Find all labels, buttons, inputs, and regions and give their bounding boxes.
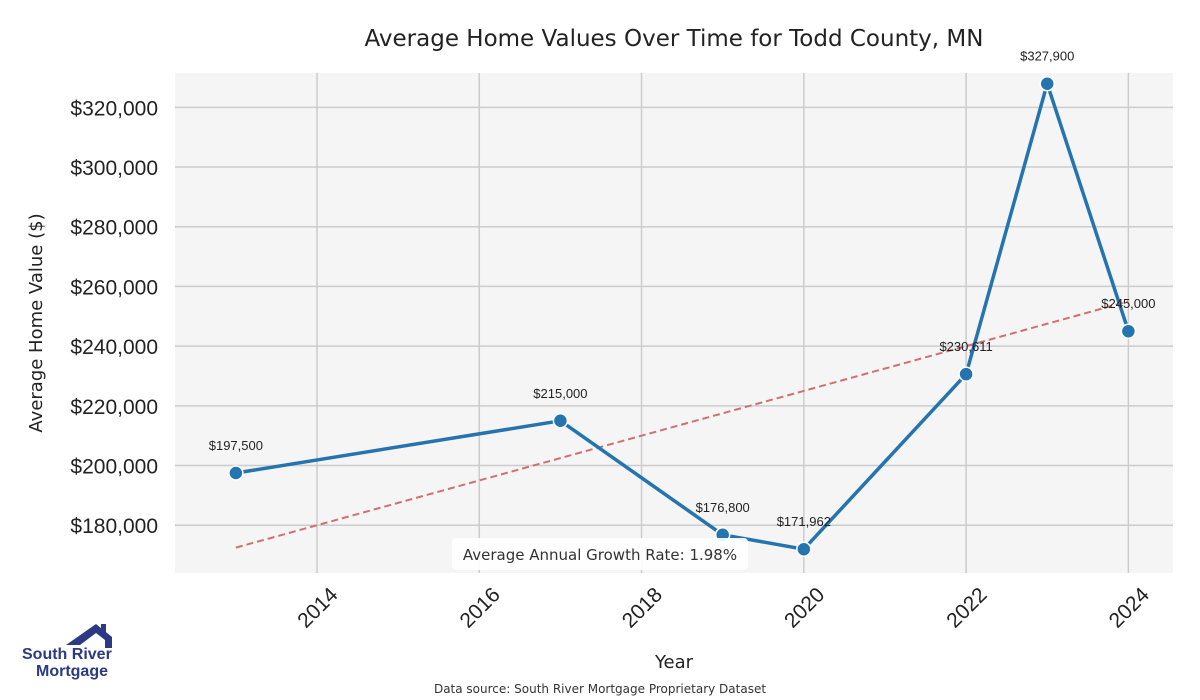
- data-label: $245,000: [1101, 296, 1155, 311]
- data-label: $230,611: [939, 339, 992, 354]
- y-tick-label: $180,000: [70, 515, 158, 538]
- y-tick-label: $280,000: [70, 217, 158, 240]
- y-axis-ticks: $180,000 $200,000 $220,000 $240,000 $260,000…: [70, 97, 158, 538]
- data-point: [228, 465, 244, 481]
- data-label: $327,900: [1020, 49, 1074, 64]
- y-tick-label: $260,000: [70, 276, 158, 299]
- trendline-line: [235, 300, 1129, 549]
- data-point: [1039, 75, 1055, 92]
- data-label: $176,800: [696, 500, 750, 515]
- y-tick-label: $300,000: [70, 157, 158, 180]
- y-tick-label: $220,000: [70, 396, 158, 419]
- growth-rate-text: Average Annual Growth Rate: 1.98%: [463, 546, 737, 564]
- data-labels: $197,500 $215,000 $176,800 $171,962 $230,611…: [209, 49, 1156, 529]
- data-label: $197,500: [209, 438, 263, 453]
- y-tick-label: $320,000: [70, 97, 158, 120]
- logo-line-1: South River: [22, 646, 112, 663]
- y-axis-label: Average Home Value ($): [26, 213, 47, 432]
- data-point: [796, 541, 812, 557]
- data-label: $171,962: [777, 514, 831, 529]
- plot-area: [175, 73, 1173, 573]
- data-label: $215,000: [533, 386, 587, 401]
- data-point: [552, 413, 569, 429]
- grid: [175, 73, 1173, 573]
- chimney-icon: [101, 624, 106, 633]
- y-tick-label: $200,000: [70, 456, 158, 479]
- logo-line-2: Mortgage: [36, 663, 108, 680]
- data-source: Data source: South River Mortgage Propri…: [434, 682, 766, 696]
- y-tick-label: $240,000: [70, 336, 158, 359]
- x-axis-label: Year: [654, 652, 694, 673]
- house-roof-icon: [66, 624, 112, 648]
- growth-rate-annotation: Average Annual Growth Rate: 1.98%: [452, 538, 748, 570]
- data-point: [958, 366, 974, 382]
- annotation-box: [452, 538, 748, 570]
- trendline: [235, 300, 1129, 549]
- chart-title: Average Home Values Over Time for Todd C…: [365, 26, 984, 52]
- logo: South River Mortgage: [22, 624, 112, 680]
- data-point: [1120, 323, 1137, 339]
